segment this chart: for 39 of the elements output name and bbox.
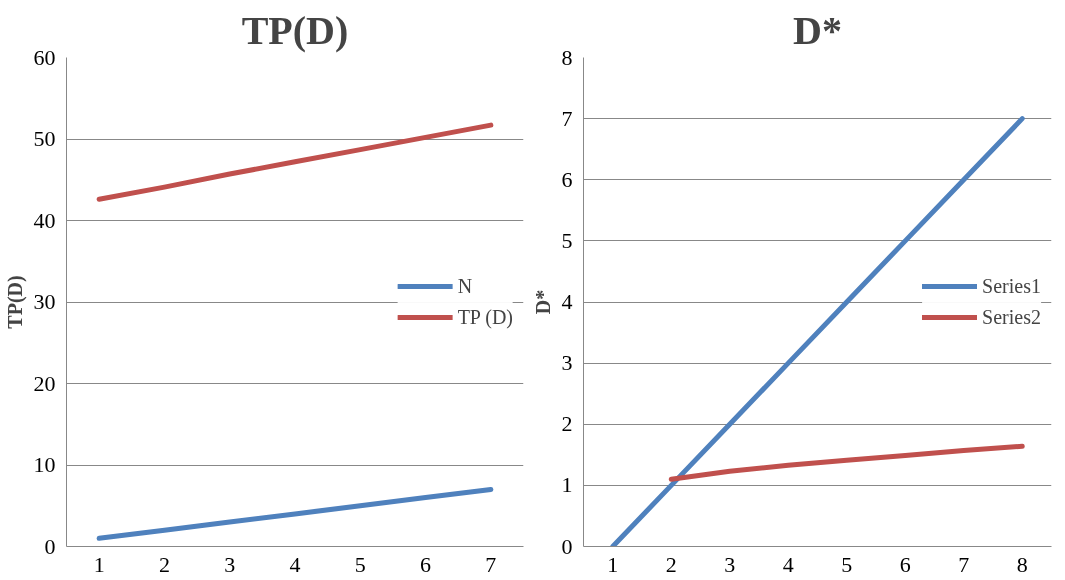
y-tick-label: 40 [33, 207, 56, 233]
y-tick-label: 3 [561, 350, 573, 376]
x-tick-label: 8 [1016, 551, 1028, 577]
x-tick-label: 4 [782, 551, 794, 577]
x-tick-label: 3 [224, 551, 236, 577]
x-tick-label: 5 [841, 551, 853, 577]
x-tick-label: 2 [158, 551, 170, 577]
y-tick-label: 30 [33, 289, 56, 314]
x-tick-label: 6 [420, 551, 432, 577]
x-tick-label: 1 [607, 551, 619, 577]
legend-label: Series1 [982, 274, 1041, 298]
y-tick-label: 7 [561, 105, 573, 131]
y-tick-label: 1 [561, 472, 573, 498]
y-tick-label: 5 [561, 227, 573, 253]
y-tick-label: 60 [33, 44, 56, 70]
y-tick-label: 0 [561, 533, 573, 559]
x-tick-label: 7 [958, 551, 970, 577]
y-tick-label: 2 [561, 411, 573, 437]
y-tick-label: 4 [561, 289, 573, 314]
y-tick-label: 50 [33, 126, 56, 151]
y-axis-title: D* [531, 289, 554, 315]
legend-label: TP (D) [457, 305, 513, 329]
x-tick-label: 6 [899, 551, 911, 577]
y-tick-label: 10 [33, 452, 56, 477]
x-tick-label: 7 [485, 551, 497, 577]
y-tick-label: 20 [33, 370, 56, 396]
x-tick-label: 5 [354, 551, 366, 577]
x-tick-label: 4 [289, 551, 301, 577]
y-tick-label: 6 [561, 166, 573, 192]
y-tick-label: 8 [561, 44, 573, 70]
y-tick-label: 0 [44, 533, 56, 559]
chart-title: TP(D) [241, 7, 349, 53]
x-tick-label: 2 [665, 551, 677, 577]
chart-title: D* [793, 7, 842, 53]
x-tick-label: 3 [724, 551, 736, 577]
x-tick-label: 1 [93, 551, 105, 577]
legend-label: N [457, 274, 474, 298]
legend-label: Series2 [982, 305, 1041, 329]
y-axis-title: TP(D) [3, 275, 27, 329]
